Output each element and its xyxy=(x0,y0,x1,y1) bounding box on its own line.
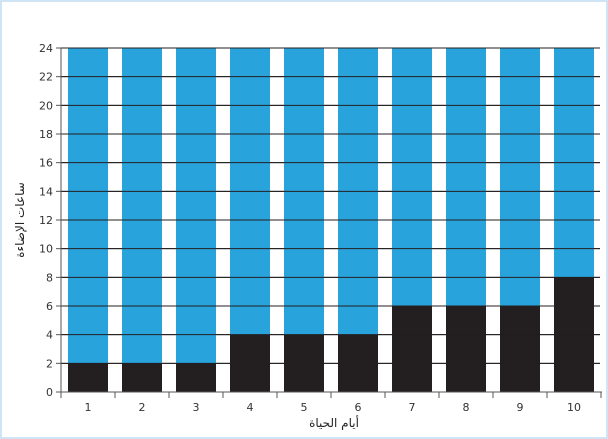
bar-1-segment-2 xyxy=(68,48,108,364)
y-tick-label-6: 6 xyxy=(46,300,53,313)
y-tick-label-14: 14 xyxy=(39,185,53,198)
x-tick-label-6: 6 xyxy=(355,401,362,414)
y-tick-label-20: 20 xyxy=(39,99,53,112)
y-tick-label-4: 4 xyxy=(46,329,53,342)
x-tick-label-2: 2 xyxy=(139,401,146,414)
bar-8-segment-1 xyxy=(446,306,486,392)
y-tick-label-22: 22 xyxy=(39,71,53,84)
bars-layer xyxy=(61,47,600,392)
bar-8-segment-2 xyxy=(446,48,486,306)
x-tick-label-5: 5 xyxy=(301,401,308,414)
x-tick-label-1: 1 xyxy=(85,401,92,414)
x-axis-title: أيام الحياة xyxy=(309,415,359,430)
y-tick-label-16: 16 xyxy=(39,157,53,170)
bar-9-segment-1 xyxy=(500,306,540,392)
y-tick-label-0: 0 xyxy=(46,386,53,399)
bar-2-segment-1 xyxy=(122,363,162,392)
x-tick-label-9: 9 xyxy=(517,401,524,414)
y-tick-label-10: 10 xyxy=(39,243,53,256)
bar-1-segment-1 xyxy=(68,363,108,392)
y-tick-label-18: 18 xyxy=(39,128,53,141)
y-tick-label-8: 8 xyxy=(46,271,53,284)
bar-3-segment-1 xyxy=(176,363,216,392)
bar-7-segment-1 xyxy=(392,306,432,392)
x-tick-label-4: 4 xyxy=(247,401,254,414)
bar-7-segment-2 xyxy=(392,48,432,306)
y-tick-label-24: 24 xyxy=(39,42,53,55)
bar-2-segment-2 xyxy=(122,48,162,364)
y-axis-title: ساعات الإضاءة xyxy=(13,182,27,258)
bar-9-segment-2 xyxy=(500,48,540,306)
x-tick-label-3: 3 xyxy=(193,401,200,414)
x-tick-label-7: 7 xyxy=(409,401,416,414)
y-tick-label-12: 12 xyxy=(39,214,53,227)
x-tick-label-8: 8 xyxy=(463,401,470,414)
x-tick-label-10: 10 xyxy=(567,401,581,414)
bar-3-segment-2 xyxy=(176,48,216,364)
y-tick-label-2: 2 xyxy=(46,357,53,370)
